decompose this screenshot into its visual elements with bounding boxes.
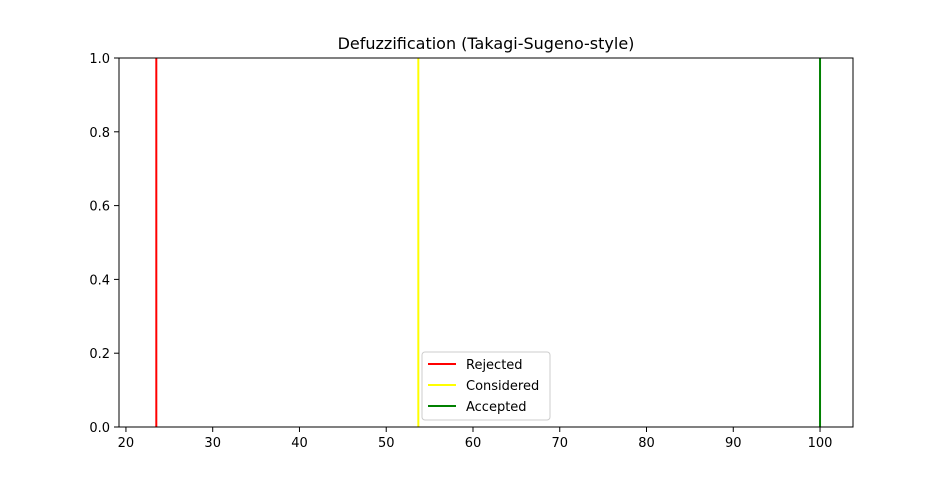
x-tick-label: 100 xyxy=(808,436,833,451)
y-tick-label: 0.2 xyxy=(89,347,110,362)
y-tick-label: 0.6 xyxy=(89,200,110,215)
x-tick-label: 80 xyxy=(638,436,655,451)
y-tick-label: 0.0 xyxy=(89,421,110,436)
chart-title: Defuzzification (Takagi-Sugeno-style) xyxy=(338,34,635,53)
x-tick-label: 40 xyxy=(291,436,308,451)
x-tick-label: 20 xyxy=(118,436,135,451)
legend: Rejected Considered Accepted xyxy=(421,351,551,421)
x-tick-label: 50 xyxy=(378,436,395,451)
x-tick-label: 60 xyxy=(465,436,482,451)
y-axis-ticks: 0.0 0.2 0.4 0.6 0.8 1.0 xyxy=(89,52,119,436)
series-layer xyxy=(155,58,822,427)
plot-frame xyxy=(118,57,854,428)
y-tick-label: 0.8 xyxy=(89,126,110,141)
y-tick-label: 0.4 xyxy=(89,273,110,288)
legend-label-rejected: Rejected xyxy=(466,358,523,373)
legend-box xyxy=(421,351,551,421)
y-tick-label: 1.0 xyxy=(89,52,110,67)
x-tick-label: 70 xyxy=(551,436,568,451)
x-axis-ticks: 20 30 40 50 60 70 80 90 100 xyxy=(118,427,833,451)
legend-label-considered: Considered xyxy=(466,379,539,394)
x-tick-label: 30 xyxy=(204,436,221,451)
x-tick-label: 90 xyxy=(725,436,742,451)
legend-label-accepted: Accepted xyxy=(466,400,527,415)
